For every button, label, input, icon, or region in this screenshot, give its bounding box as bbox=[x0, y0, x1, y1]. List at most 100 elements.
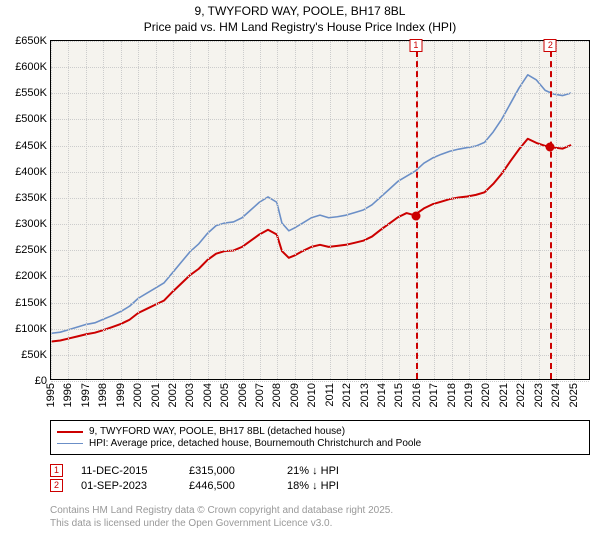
event-marker-box: 1 bbox=[409, 39, 422, 52]
event-table-marker: 1 bbox=[50, 464, 63, 477]
y-axis-tick-label: £300K bbox=[15, 218, 47, 230]
grid-line-vertical bbox=[504, 41, 505, 379]
y-axis-tick-label: £100K bbox=[15, 323, 47, 335]
grid-line-horizontal bbox=[51, 329, 589, 330]
grid-line-horizontal bbox=[51, 93, 589, 94]
grid-line-vertical bbox=[243, 41, 244, 379]
grid-line-vertical bbox=[173, 41, 174, 379]
chart-title: 9, TWYFORD WAY, POOLE, BH17 8BL Price pa… bbox=[0, 0, 600, 35]
chart-container: 9, TWYFORD WAY, POOLE, BH17 8BL Price pa… bbox=[0, 0, 600, 560]
grid-line-vertical bbox=[295, 41, 296, 379]
event-line bbox=[416, 41, 418, 379]
x-axis-tick-label: 2006 bbox=[237, 383, 249, 407]
grid-line-horizontal bbox=[51, 146, 589, 147]
x-axis-tick-label: 1997 bbox=[80, 383, 92, 407]
grid-line-vertical bbox=[347, 41, 348, 379]
event-table-row: 111-DEC-2015£315,00021% ↓ HPI bbox=[50, 464, 387, 477]
x-axis-tick-label: 2020 bbox=[480, 383, 492, 407]
grid-line-vertical bbox=[365, 41, 366, 379]
grid-line-horizontal bbox=[51, 250, 589, 251]
grid-line-vertical bbox=[121, 41, 122, 379]
grid-line-horizontal bbox=[51, 303, 589, 304]
title-line-2: Price paid vs. HM Land Registry's House … bbox=[0, 20, 600, 36]
x-axis-tick-label: 2014 bbox=[376, 383, 388, 407]
event-line bbox=[550, 41, 552, 379]
y-axis-tick-label: £600K bbox=[15, 61, 47, 73]
x-axis-tick-label: 1996 bbox=[62, 383, 74, 407]
y-axis-tick-label: £200K bbox=[15, 270, 47, 282]
attribution-line-1: Contains HM Land Registry data © Crown c… bbox=[50, 504, 393, 517]
event-price: £315,000 bbox=[189, 465, 269, 477]
grid-line-vertical bbox=[51, 41, 52, 379]
legend-row: 9, TWYFORD WAY, POOLE, BH17 8BL (detache… bbox=[57, 426, 583, 437]
grid-line-vertical bbox=[486, 41, 487, 379]
x-axis-tick-label: 2011 bbox=[324, 383, 336, 407]
grid-line-horizontal bbox=[51, 381, 589, 382]
grid-line-vertical bbox=[156, 41, 157, 379]
x-axis-tick-label: 2024 bbox=[550, 383, 562, 407]
y-axis-tick-label: £250K bbox=[15, 244, 47, 256]
x-axis-tick-label: 2025 bbox=[568, 383, 580, 407]
legend-box: 9, TWYFORD WAY, POOLE, BH17 8BL (detache… bbox=[50, 420, 590, 455]
grid-line-horizontal bbox=[51, 355, 589, 356]
grid-line-vertical bbox=[434, 41, 435, 379]
x-axis-tick-label: 2012 bbox=[341, 383, 353, 407]
legend-label: HPI: Average price, detached house, Bour… bbox=[89, 438, 421, 449]
legend-label: 9, TWYFORD WAY, POOLE, BH17 8BL (detache… bbox=[89, 426, 345, 437]
x-axis-tick-label: 2023 bbox=[533, 383, 545, 407]
x-axis-tick-label: 2015 bbox=[393, 383, 405, 407]
grid-line-vertical bbox=[382, 41, 383, 379]
x-axis-tick-label: 2001 bbox=[150, 383, 162, 407]
x-axis-tick-label: 2008 bbox=[271, 383, 283, 407]
grid-line-vertical bbox=[260, 41, 261, 379]
grid-line-vertical bbox=[399, 41, 400, 379]
grid-line-horizontal bbox=[51, 41, 589, 42]
x-axis-tick-label: 2007 bbox=[254, 383, 266, 407]
grid-line-vertical bbox=[469, 41, 470, 379]
x-axis-tick-label: 2022 bbox=[515, 383, 527, 407]
x-axis-tick-label: 2009 bbox=[289, 383, 301, 407]
title-line-1: 9, TWYFORD WAY, POOLE, BH17 8BL bbox=[0, 4, 600, 20]
x-axis-tick-label: 2004 bbox=[202, 383, 214, 407]
y-axis-tick-label: £500K bbox=[15, 113, 47, 125]
grid-line-vertical bbox=[452, 41, 453, 379]
event-diff: 18% ↓ HPI bbox=[287, 480, 387, 492]
y-axis-tick-label: £50K bbox=[21, 349, 47, 361]
x-axis-tick-label: 2018 bbox=[446, 383, 458, 407]
legend-swatch bbox=[57, 443, 83, 444]
grid-line-vertical bbox=[521, 41, 522, 379]
grid-line-vertical bbox=[556, 41, 557, 379]
x-axis-tick-label: 2010 bbox=[306, 383, 318, 407]
x-axis-tick-label: 2000 bbox=[132, 383, 144, 407]
legend-row: HPI: Average price, detached house, Bour… bbox=[57, 438, 583, 449]
grid-line-horizontal bbox=[51, 67, 589, 68]
grid-line-vertical bbox=[330, 41, 331, 379]
event-date: 11-DEC-2015 bbox=[81, 465, 171, 477]
grid-line-vertical bbox=[190, 41, 191, 379]
grid-line-horizontal bbox=[51, 276, 589, 277]
x-axis-tick-label: 2017 bbox=[428, 383, 440, 407]
event-point-marker bbox=[546, 143, 555, 152]
attribution-line-2: This data is licensed under the Open Gov… bbox=[50, 517, 393, 530]
grid-line-horizontal bbox=[51, 198, 589, 199]
x-axis-tick-label: 2003 bbox=[184, 383, 196, 407]
x-axis-tick-label: 1998 bbox=[97, 383, 109, 407]
grid-line-vertical bbox=[277, 41, 278, 379]
y-axis-tick-label: £350K bbox=[15, 192, 47, 204]
attribution-text: Contains HM Land Registry data © Crown c… bbox=[50, 504, 393, 530]
y-axis-tick-label: £150K bbox=[15, 297, 47, 309]
grid-line-vertical bbox=[86, 41, 87, 379]
x-axis-tick-label: 2016 bbox=[411, 383, 423, 407]
x-axis-tick-label: 2002 bbox=[167, 383, 179, 407]
x-axis-tick-label: 2013 bbox=[359, 383, 371, 407]
grid-line-vertical bbox=[312, 41, 313, 379]
event-table-marker: 2 bbox=[50, 479, 63, 492]
y-axis-tick-label: £550K bbox=[15, 87, 47, 99]
grid-line-vertical bbox=[539, 41, 540, 379]
x-axis-tick-label: 2019 bbox=[463, 383, 475, 407]
x-axis-tick-label: 1999 bbox=[115, 383, 127, 407]
grid-line-vertical bbox=[574, 41, 575, 379]
x-axis-tick-label: 1995 bbox=[45, 383, 57, 407]
x-axis-tick-label: 2005 bbox=[219, 383, 231, 407]
grid-line-vertical bbox=[68, 41, 69, 379]
